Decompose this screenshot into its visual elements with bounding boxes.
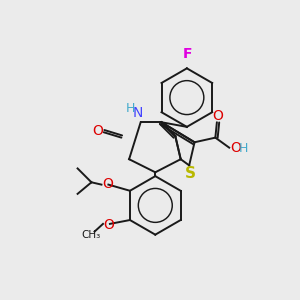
Text: H: H xyxy=(126,102,135,115)
Text: O: O xyxy=(212,109,223,123)
Text: N: N xyxy=(132,106,143,120)
Text: F: F xyxy=(183,46,192,61)
Text: O: O xyxy=(102,177,113,191)
Text: S: S xyxy=(184,166,195,181)
Text: CH₃: CH₃ xyxy=(81,230,100,240)
Text: O: O xyxy=(92,124,103,139)
Text: O: O xyxy=(230,141,241,155)
Text: H: H xyxy=(238,142,248,155)
Text: O: O xyxy=(104,218,115,232)
